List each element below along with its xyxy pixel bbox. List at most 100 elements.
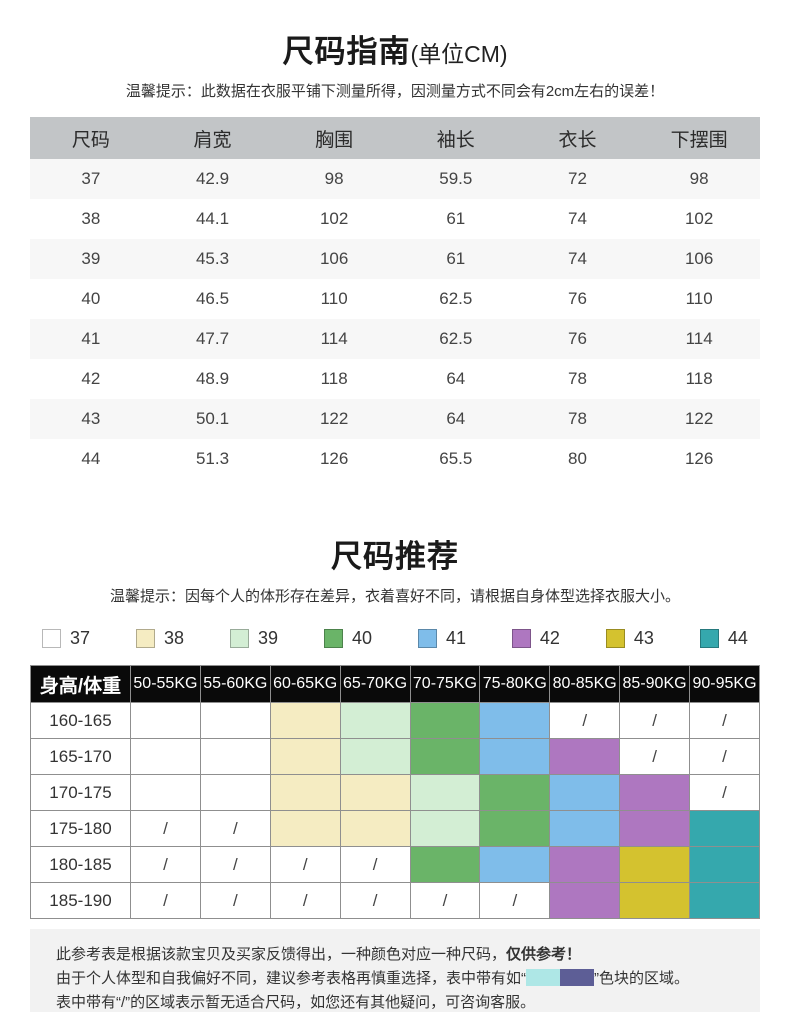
matrix-cell [409, 774, 481, 811]
note-2-prefix: 由于个人体型和自我偏好不同，建议参考表格再慎重选择，表中带有如“ [56, 970, 526, 987]
size-table-row: 43 50.1 122 64 78 122 [30, 399, 760, 439]
matrix-cell [409, 738, 481, 775]
matrix-cell [339, 774, 411, 811]
matrix-cell [269, 738, 341, 775]
matrix-cell: / [689, 738, 760, 775]
size-guide-unit: (单位CM) [410, 41, 508, 67]
size-table-cell: 43 [30, 399, 152, 439]
matrix-weight-header: 65-70KG [339, 665, 411, 703]
size-table-cell: 40 [30, 279, 152, 319]
matrix-cell: / [339, 846, 411, 883]
matrix-cell [689, 846, 760, 883]
matrix-cell: / [130, 810, 201, 847]
size-table-row: 37 42.9 98 59.5 72 98 [30, 159, 760, 199]
legend-item: 37 [42, 628, 90, 649]
legend-swatch-icon [323, 629, 343, 648]
size-table-cell: 44 [30, 439, 152, 479]
legend-size-label: 42 [539, 628, 560, 648]
matrix-height-label: 160-165 [30, 702, 131, 739]
matrix-cell: / [409, 882, 481, 919]
size-table-cell: 102 [638, 199, 760, 239]
matrix-cell [479, 846, 551, 883]
size-table-cell: 48.9 [151, 359, 274, 399]
size-table-cell: 102 [273, 199, 395, 239]
matrix-cell [549, 846, 621, 883]
matrix-weight-header: 60-65KG [269, 665, 341, 703]
matrix-cell [199, 774, 271, 811]
matrix-weight-header: 50-55KG [130, 665, 201, 703]
matrix-height-label: 180-185 [30, 846, 131, 883]
note-2-suffix: ”色块的区域。 [594, 970, 689, 987]
matrix-cell [130, 774, 201, 811]
size-table-cell: 38 [30, 199, 152, 239]
size-table-cell: 45.3 [151, 239, 274, 279]
matrix-cell [130, 702, 201, 739]
matrix-weight-header: 70-75KG [409, 665, 481, 703]
size-table-cell: 62.5 [394, 319, 517, 359]
size-guide-table-head: 尺码 肩宽 胸围 袖长 衣长 下摆围 [30, 117, 760, 159]
size-recommend-tip: 温馨提示：因每个人的体形存在差异，衣着喜好不同，请根据自身体型选择衣服大小。 [109, 588, 680, 605]
matrix-cell: / [549, 702, 621, 739]
matrix-cell [619, 882, 690, 919]
note-indigo-swatch [560, 969, 594, 986]
matrix-row: 175-180// [30, 810, 760, 847]
matrix-cell: / [619, 702, 690, 739]
size-table-cell: 39 [30, 239, 152, 279]
size-table-cell: 61 [394, 199, 517, 239]
size-column-header: 衣长 [516, 117, 639, 159]
legend-item: 42 [511, 628, 560, 649]
matrix-cell [549, 882, 621, 919]
size-column-header: 尺码 [30, 117, 152, 159]
matrix-cell [689, 810, 760, 847]
size-table-cell: 106 [638, 239, 760, 279]
matrix-cell: / [689, 702, 760, 739]
matrix-height-label: 165-170 [30, 738, 131, 775]
size-guide-table: 尺码 肩宽 胸围 袖长 衣长 下摆围 37 42.9 98 59.5 72 98 38 44.1 102 6… [30, 117, 760, 479]
matrix-cell: / [339, 882, 411, 919]
legend-size-label: 40 [351, 628, 372, 648]
size-color-legend: 37 38 39 40 41 42 43 44 [30, 628, 760, 649]
legend-swatch-icon [511, 629, 531, 648]
matrix-cell [479, 702, 551, 739]
matrix-cell [269, 810, 341, 847]
legend-size-label: 38 [163, 628, 185, 648]
legend-swatch-icon [605, 629, 625, 648]
size-guide-title-text: 尺码指南 [282, 34, 411, 69]
matrix-cell [130, 738, 201, 775]
size-recommend-section: 尺码推荐 温馨提示：因每个人的体形存在差异，衣着喜好不同，请根据自身体型选择衣服… [0, 531, 790, 1012]
matrix-cell: / [269, 846, 341, 883]
legend-swatch-icon [699, 629, 719, 648]
matrix-header-row: 身高/体重 50-55KG 55-60KG 60-65KG 65-70KG 70-75KG… [30, 665, 760, 703]
matrix-row: 180-185// / / [30, 846, 760, 883]
size-guide-tip: 温馨提示：此数据在衣服平铺下测量所得，因测量方式不同会有2cm左右的误差！ [125, 83, 665, 100]
legend-item: 40 [323, 628, 372, 649]
size-table-cell: 118 [638, 359, 760, 399]
legend-swatch-icon [229, 629, 249, 648]
size-guide-section: 尺码指南(单位CM) 温馨提示：此数据在衣服平铺下测量所得，因测量方式不同会有2… [0, 0, 790, 479]
matrix-cell [549, 774, 621, 811]
matrix-cell [619, 774, 690, 811]
matrix-cell [199, 702, 271, 739]
size-table-cell: 42 [30, 359, 152, 399]
size-table-cell: 118 [273, 359, 395, 399]
size-table-cell: 59.5 [394, 159, 517, 199]
matrix-cell: / [269, 882, 341, 919]
matrix-cell [479, 810, 551, 847]
size-table-row: 40 46.5 110 62.5 76 110 [30, 279, 760, 319]
matrix-cell [689, 882, 760, 919]
size-table-cell: 42.9 [151, 159, 274, 199]
size-table-cell: 74 [516, 239, 639, 279]
note-1-text: 此参考表是根据该款宝贝及买家反馈得出，一种颜色对应一种尺码， [56, 946, 507, 963]
matrix-row: 165-170 // [30, 738, 760, 775]
matrix-row: 170-175 / [30, 774, 760, 811]
size-table-row: 38 44.1 102 61 74 102 [30, 199, 760, 239]
matrix-corner-header: 身高/体重 [30, 665, 131, 703]
size-table-cell: 106 [273, 239, 395, 279]
legend-size-label: 44 [727, 628, 748, 648]
size-table-cell: 98 [638, 159, 760, 199]
legend-size-label: 43 [633, 628, 654, 648]
matrix-row: 160-165// / [30, 702, 760, 739]
size-table-cell: 126 [638, 439, 760, 479]
size-table-cell: 110 [273, 279, 395, 319]
legend-size-label: 37 [70, 628, 91, 648]
